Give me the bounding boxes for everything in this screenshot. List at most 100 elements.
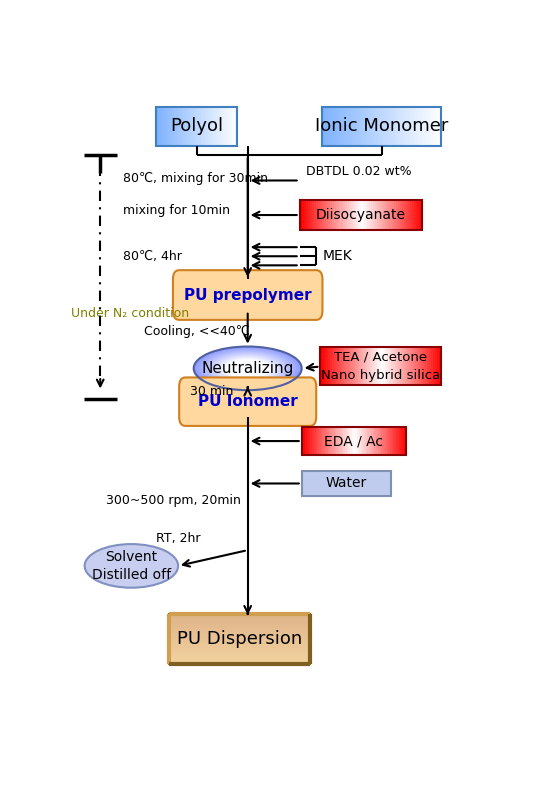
Bar	[431, 106, 433, 146]
Text: Under N₂ condition: Under N₂ condition	[71, 307, 189, 320]
Bar	[383, 427, 385, 455]
Bar	[179, 106, 181, 146]
Bar	[388, 427, 390, 455]
Bar	[412, 201, 414, 230]
Bar	[183, 106, 185, 146]
Bar	[381, 347, 383, 386]
Text: 30 min: 30 min	[190, 385, 233, 398]
Bar	[169, 627, 310, 630]
Bar	[213, 106, 214, 146]
Ellipse shape	[197, 348, 299, 389]
Bar	[402, 427, 404, 455]
Bar	[189, 106, 190, 146]
Bar	[236, 106, 237, 146]
Text: RT, 2hr: RT, 2hr	[157, 531, 201, 545]
Bar	[362, 347, 364, 386]
Text: Ionic Monomer: Ionic Monomer	[315, 117, 448, 135]
Bar	[375, 347, 377, 386]
Bar	[204, 106, 205, 146]
Bar	[414, 201, 416, 230]
Bar	[168, 106, 170, 146]
Text: mixing for 10min: mixing for 10min	[123, 205, 230, 217]
Bar	[207, 106, 209, 146]
Bar	[176, 106, 178, 146]
Bar	[433, 106, 435, 146]
Bar	[384, 106, 385, 146]
Bar	[361, 201, 363, 230]
Bar	[169, 633, 310, 634]
Text: PU Dispersion: PU Dispersion	[177, 630, 302, 648]
Bar	[354, 106, 356, 146]
Bar	[413, 106, 415, 146]
Bar	[220, 106, 221, 146]
Bar	[351, 347, 353, 386]
Bar	[379, 427, 381, 455]
Bar	[169, 634, 310, 636]
Ellipse shape	[222, 358, 273, 379]
Bar	[326, 347, 329, 386]
Bar	[385, 106, 388, 146]
Bar	[169, 661, 310, 663]
Bar	[431, 347, 433, 386]
Bar	[167, 106, 168, 146]
Bar	[230, 106, 232, 146]
Bar	[201, 106, 202, 146]
Bar	[224, 106, 225, 146]
Ellipse shape	[224, 359, 271, 378]
Bar	[169, 639, 310, 641]
Bar	[359, 201, 361, 230]
Bar	[408, 201, 410, 230]
Bar	[404, 427, 406, 455]
Ellipse shape	[206, 351, 290, 386]
Bar	[357, 427, 359, 455]
Bar	[334, 347, 337, 386]
FancyBboxPatch shape	[179, 378, 316, 426]
Bar	[340, 106, 342, 146]
Bar	[363, 201, 365, 230]
Bar	[158, 106, 159, 146]
Ellipse shape	[223, 358, 272, 379]
Bar	[435, 347, 437, 386]
Bar	[343, 427, 345, 455]
Bar	[233, 106, 235, 146]
Bar	[364, 427, 366, 455]
Bar	[400, 427, 402, 455]
Bar	[377, 201, 379, 230]
Bar	[381, 427, 383, 455]
Bar	[420, 201, 422, 230]
Bar	[356, 106, 358, 146]
Bar	[169, 626, 310, 627]
Ellipse shape	[201, 349, 294, 387]
Bar	[169, 648, 310, 649]
Bar	[314, 201, 316, 230]
Bar	[197, 106, 198, 146]
Bar	[334, 106, 336, 146]
Text: MEK: MEK	[323, 249, 352, 263]
Bar	[169, 631, 310, 633]
Bar	[401, 347, 403, 386]
Bar	[368, 106, 370, 146]
Bar	[347, 201, 348, 230]
Bar	[356, 347, 359, 386]
Bar	[210, 106, 212, 146]
Bar	[165, 106, 166, 146]
Bar	[191, 106, 193, 146]
Bar	[401, 106, 404, 146]
Bar	[373, 427, 375, 455]
Bar	[398, 201, 400, 230]
Bar	[316, 427, 317, 455]
Bar	[340, 347, 343, 386]
Bar	[169, 663, 310, 664]
Bar	[421, 106, 423, 146]
Bar	[390, 201, 391, 230]
Bar	[371, 427, 373, 455]
Bar	[352, 106, 354, 146]
Bar	[359, 347, 361, 386]
Bar	[411, 347, 413, 386]
Bar	[346, 347, 348, 386]
Bar	[329, 347, 330, 386]
Bar	[169, 637, 310, 639]
Bar	[396, 106, 398, 146]
Bar	[182, 106, 183, 146]
Bar	[370, 347, 373, 386]
